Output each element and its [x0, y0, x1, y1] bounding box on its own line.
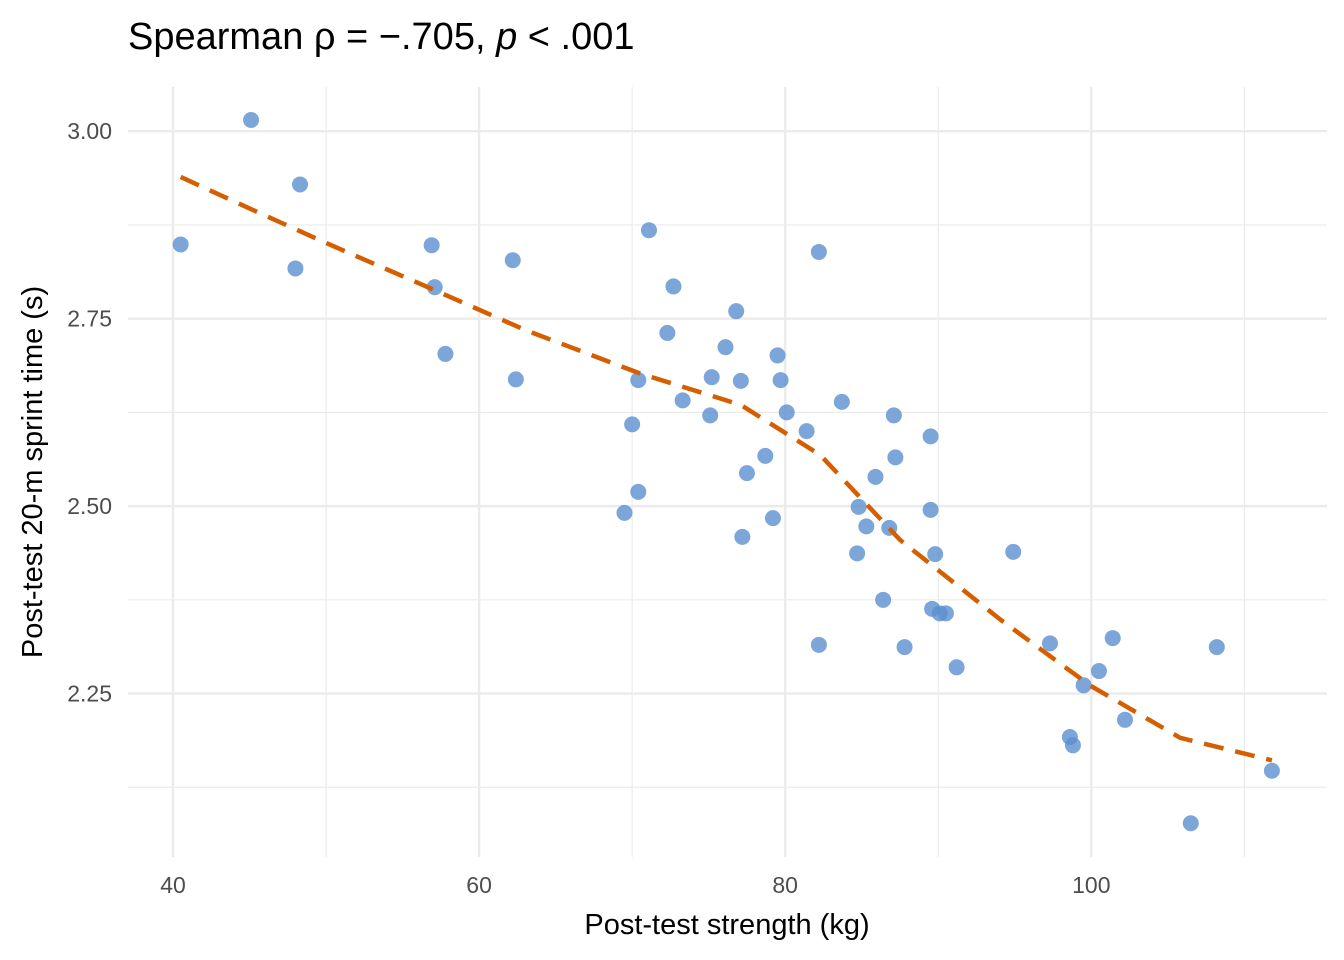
data-point [1263, 762, 1280, 779]
data-point [426, 279, 443, 296]
data-point [659, 324, 676, 341]
data-point [732, 372, 749, 389]
y-tick-label: 2.75 [67, 306, 112, 332]
data-point [287, 260, 304, 277]
data-point [504, 252, 521, 269]
data-point [1116, 711, 1133, 728]
data-point [922, 501, 939, 518]
trend-line [179, 174, 1273, 763]
y-tick-label: 2.25 [67, 681, 112, 707]
data-point [948, 659, 965, 676]
data-point [674, 392, 691, 409]
data-point [243, 111, 260, 128]
data-point [616, 504, 633, 521]
data-point [764, 510, 781, 527]
data-point [728, 303, 745, 320]
x-tick-label: 40 [160, 872, 186, 898]
y-tick-label: 3.00 [67, 118, 112, 144]
data-point [810, 636, 827, 653]
data-point [640, 222, 657, 239]
data-point [738, 465, 755, 482]
y-axis-label: Post-test 20-m sprint time (s) [17, 286, 49, 658]
data-point [927, 546, 944, 563]
x-tick-label: 80 [772, 872, 798, 898]
data-point [1104, 630, 1121, 647]
points [172, 111, 1280, 832]
data-point [850, 498, 867, 515]
data-point [810, 243, 827, 260]
data-point [875, 591, 892, 608]
data-point [772, 372, 789, 389]
data-point [702, 407, 719, 424]
data-point [624, 416, 641, 433]
grid [128, 87, 1327, 857]
data-point [172, 236, 189, 253]
data-point [734, 528, 751, 545]
data-point [1090, 663, 1107, 680]
data-point [778, 404, 795, 421]
data-point [885, 407, 902, 424]
data-point [1182, 815, 1199, 832]
data-point [1041, 635, 1058, 652]
data-point [1208, 639, 1225, 656]
data-point [507, 371, 524, 388]
data-point [867, 468, 884, 485]
data-point [849, 545, 866, 562]
data-point [423, 237, 440, 254]
data-point [1005, 543, 1022, 560]
data-point [887, 449, 904, 466]
chart-title: Spearman ρ = −.705, p < .001 [128, 16, 634, 58]
data-point [665, 278, 682, 295]
data-point [717, 339, 734, 356]
y-tick-label: 2.50 [67, 493, 112, 519]
data-point [798, 423, 815, 440]
data-point [630, 483, 647, 500]
data-point [1064, 737, 1081, 754]
data-point [703, 369, 720, 386]
data-point [922, 428, 939, 445]
x-axis-ticks: 40 60 80 100 [160, 872, 1110, 898]
data-point [437, 345, 454, 362]
data-point [937, 605, 954, 622]
y-axis-ticks: 2.25 2.50 2.75 3.00 [67, 118, 112, 706]
data-point [1075, 677, 1092, 694]
data-point [630, 372, 647, 389]
data-point [858, 518, 875, 535]
x-tick-label: 60 [466, 872, 492, 898]
data-point [833, 393, 850, 410]
data-point [757, 447, 774, 464]
data-point [292, 176, 309, 193]
data-point [769, 347, 786, 364]
x-axis-label: Post-test strength (kg) [584, 909, 869, 941]
data-point [896, 639, 913, 656]
x-tick-label: 100 [1072, 872, 1110, 898]
